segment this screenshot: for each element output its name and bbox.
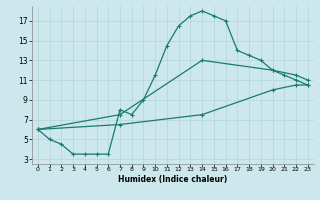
- X-axis label: Humidex (Indice chaleur): Humidex (Indice chaleur): [118, 175, 228, 184]
